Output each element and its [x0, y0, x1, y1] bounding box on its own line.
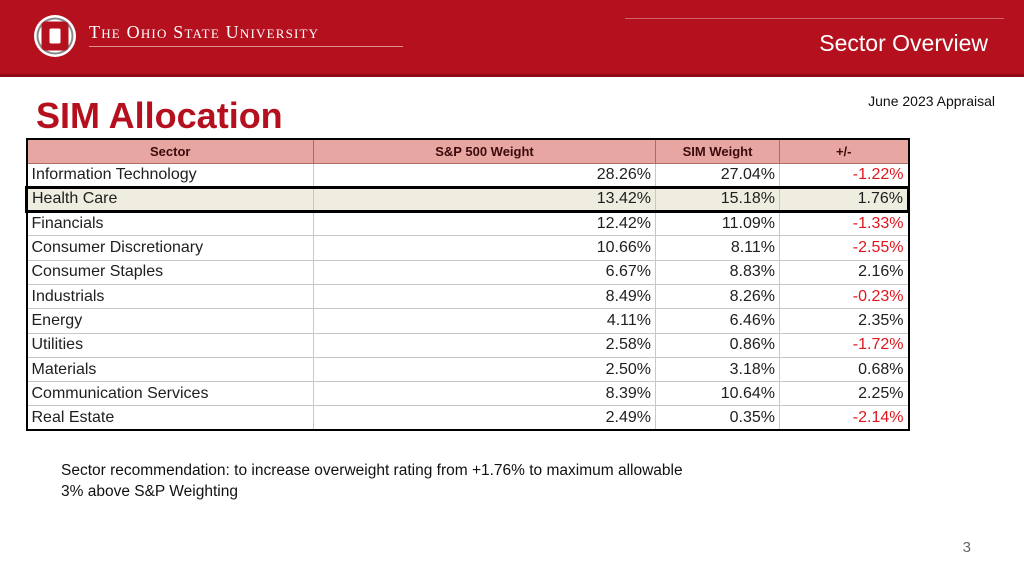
- column-header-sp500-weight: S&P 500 Weight: [313, 138, 656, 164]
- sp500-weight: 8.49%: [313, 283, 656, 310]
- header-divider: [625, 18, 1004, 19]
- sp500-weight: 12.42%: [313, 211, 656, 237]
- ohio-state-logo-icon: [34, 15, 76, 57]
- weight-difference: 2.35%: [779, 308, 909, 334]
- weight-difference: 1.76%: [779, 185, 910, 214]
- weight-difference: -2.14%: [779, 405, 909, 431]
- sp500-weight: 28.26%: [313, 162, 656, 188]
- sim-weight: 3.18%: [655, 356, 780, 383]
- sector-name: Energy: [26, 308, 314, 334]
- sp500-weight: 2.58%: [313, 332, 656, 358]
- sp500-weight: 10.66%: [313, 235, 656, 261]
- sector-name: Communication Services: [26, 381, 314, 407]
- table-row: Energy 4.11% 6.46% 2.35%: [26, 308, 909, 334]
- page-number: 3: [962, 539, 971, 556]
- sim-weight: 11.09%: [655, 211, 780, 237]
- table-row: Industrials 8.49% 8.26% -0.23%: [26, 283, 909, 310]
- university-name: The Ohio State University: [89, 22, 320, 42]
- sector-name: Financials: [26, 211, 314, 237]
- column-header-sim-weight: SIM Weight: [655, 138, 780, 164]
- sector-name: Real Estate: [26, 405, 314, 431]
- sector-name: Materials: [26, 356, 314, 383]
- table-header-row: Sector S&P 500 Weight SIM Weight +/-: [26, 138, 909, 164]
- weight-difference: 2.25%: [779, 381, 909, 407]
- sector-recommendation: Sector recommendation: to increase overw…: [61, 462, 683, 500]
- table-row: Financials 12.42% 11.09% -1.33%: [26, 211, 909, 237]
- weight-difference: -1.72%: [779, 332, 909, 358]
- table-row: Utilities 2.58% 0.86% -1.72%: [26, 332, 909, 358]
- sp500-weight: 8.39%: [313, 381, 656, 407]
- table-row: Communication Services 8.39% 10.64% 2.25…: [26, 381, 909, 407]
- section-title: Sector Overview: [819, 30, 988, 56]
- sector-name: Consumer Staples: [26, 259, 314, 285]
- sector-name: Health Care: [25, 185, 314, 214]
- sim-weight: 0.86%: [655, 332, 780, 358]
- sp500-weight: 2.49%: [313, 405, 656, 431]
- header-bar: The Ohio State University Sector Overvie…: [0, 0, 1024, 77]
- page-title: SIM Allocation: [36, 95, 283, 136]
- weight-difference: -2.55%: [779, 235, 909, 261]
- weight-difference: 0.68%: [779, 356, 909, 383]
- sim-weight: 0.35%: [655, 405, 780, 431]
- table-row: Real Estate 2.49% 0.35% -2.14%: [26, 405, 909, 431]
- sim-weight: 10.64%: [655, 381, 780, 407]
- weight-difference: -1.22%: [779, 162, 909, 188]
- sim-weight: 6.46%: [655, 308, 780, 334]
- weight-difference: -0.23%: [779, 283, 909, 310]
- sp500-weight: 13.42%: [313, 185, 656, 214]
- weight-difference: -1.33%: [779, 211, 909, 237]
- weight-difference: 2.16%: [779, 259, 909, 285]
- sp500-weight: 4.11%: [313, 308, 656, 334]
- column-header-sector: Sector: [26, 138, 314, 164]
- sector-name: Consumer Discretionary: [26, 235, 314, 261]
- sector-name: Information Technology: [26, 162, 314, 188]
- sp500-weight: 2.50%: [313, 356, 656, 383]
- university-name-underline: [89, 46, 403, 47]
- sim-weight: 8.11%: [655, 235, 780, 261]
- table-row: Information Technology 28.26% 27.04% -1.…: [26, 162, 909, 188]
- sim-weight: 27.04%: [655, 162, 780, 188]
- allocation-table: Sector S&P 500 Weight SIM Weight +/- Inf…: [25, 138, 910, 432]
- sector-name: Utilities: [26, 332, 314, 358]
- column-header-difference: +/-: [779, 138, 909, 164]
- sector-name: Industrials: [26, 283, 314, 310]
- table-row: Consumer Discretionary 10.66% 8.11% -2.5…: [26, 235, 909, 261]
- sp500-weight: 6.67%: [313, 259, 656, 285]
- appraisal-date: June 2023 Appraisal: [868, 93, 995, 109]
- sim-weight: 8.83%: [655, 259, 780, 285]
- sim-weight: 15.18%: [655, 185, 780, 214]
- table-row-highlighted: Health Care 13.42% 15.18% 1.76%: [25, 185, 910, 214]
- sim-weight: 8.26%: [655, 283, 780, 310]
- table-row: Consumer Staples 6.67% 8.83% 2.16%: [26, 259, 909, 285]
- table-row: Materials 2.50% 3.18% 0.68%: [26, 356, 909, 383]
